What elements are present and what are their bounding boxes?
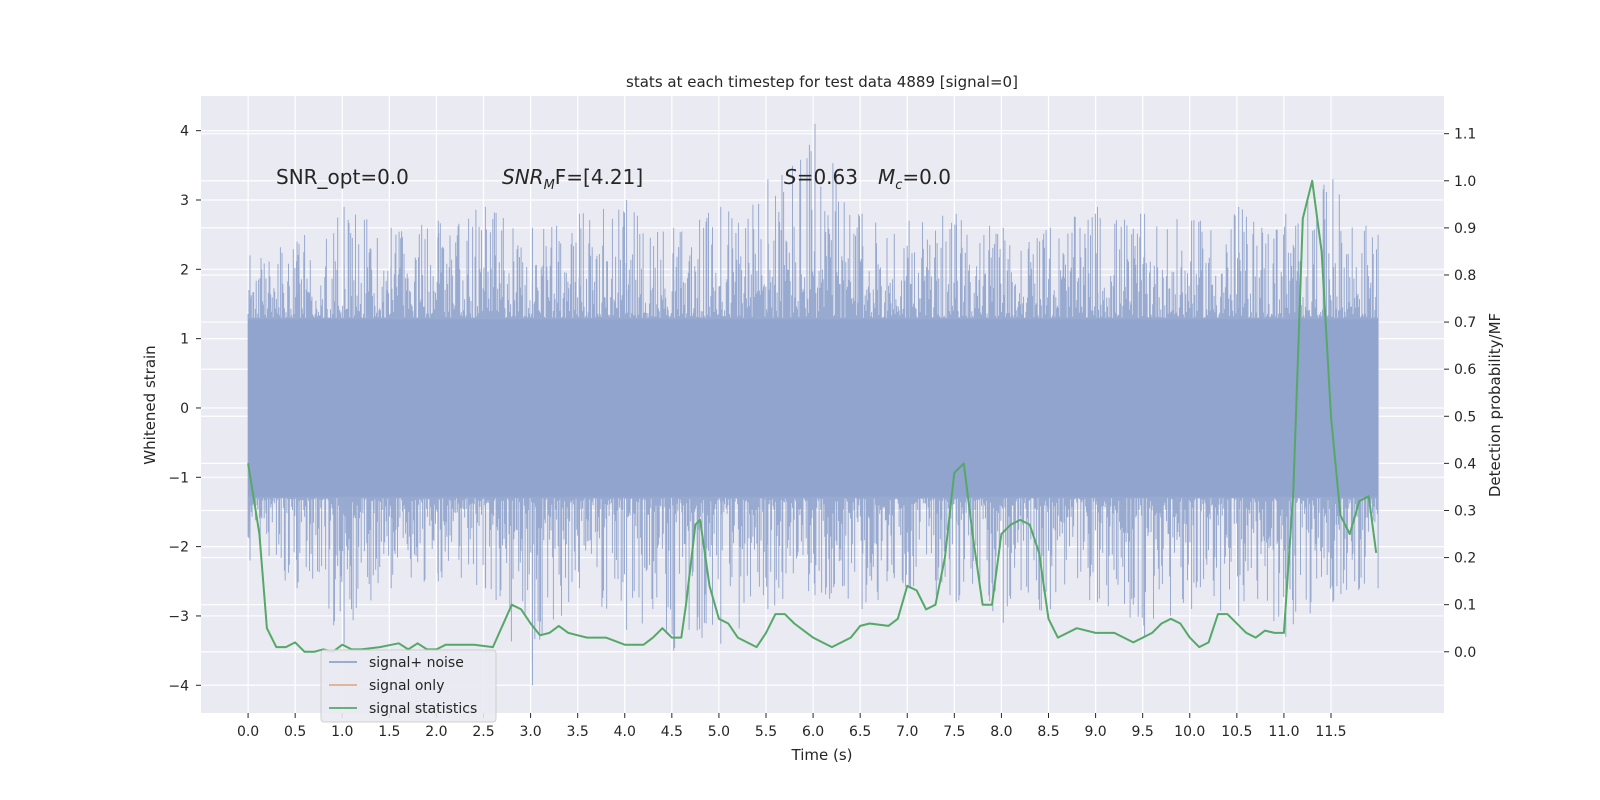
x-tick-label: 7.0 (896, 724, 918, 740)
legend: signal+ noise signal only signal statist… (320, 649, 497, 723)
y-right-tick-label: 0.8 (1454, 268, 1476, 284)
y-right-tick-label: 0.2 (1454, 551, 1476, 567)
x-tick-label: 5.0 (708, 724, 730, 740)
x-tick-label: 11.0 (1268, 724, 1299, 740)
y-left-tick-labels: 4 3 2 1 0 −1 −2 −3 −4 (168, 124, 201, 694)
y-right-tick-label: 0.0 (1454, 645, 1476, 661)
legend-label-noise: signal+ noise (369, 655, 464, 671)
y-left-tick-label: 0 (180, 401, 189, 417)
y-right-tick-label: 1.1 (1454, 127, 1476, 143)
x-tick-label: 4.5 (661, 724, 683, 740)
y-right-tick-label: 1.0 (1454, 174, 1476, 190)
x-tick-labels: 0.0 0.5 1.0 1.5 2.0 2.5 3.0 3.5 4.0 4.5 5.0 5.5 6.0 6… (237, 713, 1347, 740)
x-tick-label: 8.0 (990, 724, 1012, 740)
chart-title: stats at each timestep for test data 488… (626, 73, 1018, 91)
x-tick-label: 10.0 (1174, 724, 1205, 740)
y-right-tick-labels: 1.1 1.0 0.9 0.8 0.7 0.6 0.5 0.4 0.3 0.2 0.1 0.0 (1444, 127, 1476, 661)
y-left-tick-label: 3 (180, 193, 189, 209)
legend-box (320, 649, 497, 723)
y-left-tick-label: 2 (180, 262, 189, 278)
stat-line (247, 179, 1378, 653)
y-right-tick-label: 0.9 (1454, 221, 1476, 237)
x-tick-label: 6.0 (802, 724, 824, 740)
annotation-snr-mf: SNRMF=[4.21] (502, 165, 643, 193)
x-tick-label: 5.5 (755, 724, 777, 740)
noise-series (247, 123, 1379, 686)
y-left-tick-label: −3 (168, 609, 189, 625)
y-right-axis-label: Detection probability/MF (1486, 313, 1504, 497)
x-tick-label: 1.0 (331, 724, 353, 740)
x-tick-label: 7.5 (943, 724, 965, 740)
x-tick-label: 0.5 (284, 724, 306, 740)
x-tick-label: 10.5 (1221, 724, 1252, 740)
x-tick-label: 0.0 (237, 724, 259, 740)
x-tick-label: 3.5 (567, 724, 589, 740)
y-right-tick-label: 0.6 (1454, 362, 1476, 378)
y-left-axis-label: Whitened strain (141, 345, 159, 464)
y-right-tick-label: 0.3 (1454, 503, 1476, 519)
x-tick-label: 3.0 (519, 724, 541, 740)
x-tick-label: 2.5 (472, 724, 494, 740)
x-tick-label: 6.5 (849, 724, 871, 740)
y-left-tick-label: −2 (168, 540, 189, 556)
x-tick-label: 11.5 (1315, 724, 1346, 740)
x-tick-label: 4.0 (614, 724, 636, 740)
y-right-tick-label: 0.5 (1454, 409, 1476, 425)
y-right-tick-label: 0.4 (1454, 456, 1476, 472)
y-left-tick-label: −1 (168, 470, 189, 486)
x-axis-label: Time (s) (791, 746, 853, 764)
y-left-tick-label: 4 (180, 124, 189, 140)
x-tick-label: 2.0 (425, 724, 447, 740)
annotation-s: S=0.63 (784, 165, 858, 189)
legend-label-stat: signal statistics (369, 701, 477, 717)
y-right-tick-label: 0.1 (1454, 598, 1476, 614)
x-tick-label: 1.5 (378, 724, 400, 740)
annotation-snr-opt: SNR_opt=0.0 (276, 165, 409, 189)
legend-label-signal: signal only (369, 678, 444, 694)
y-right-tick-label: 0.7 (1454, 315, 1476, 331)
x-tick-label: 9.5 (1132, 724, 1154, 740)
noise-spikes (247, 123, 1379, 686)
stat-series (247, 179, 1378, 653)
annotation-mc: Mc=0.0 (878, 165, 951, 193)
y-left-tick-label: −4 (168, 678, 189, 694)
y-left-tick-label: 1 (180, 332, 189, 348)
x-tick-label: 8.5 (1037, 724, 1059, 740)
x-tick-label: 9.0 (1084, 724, 1106, 740)
